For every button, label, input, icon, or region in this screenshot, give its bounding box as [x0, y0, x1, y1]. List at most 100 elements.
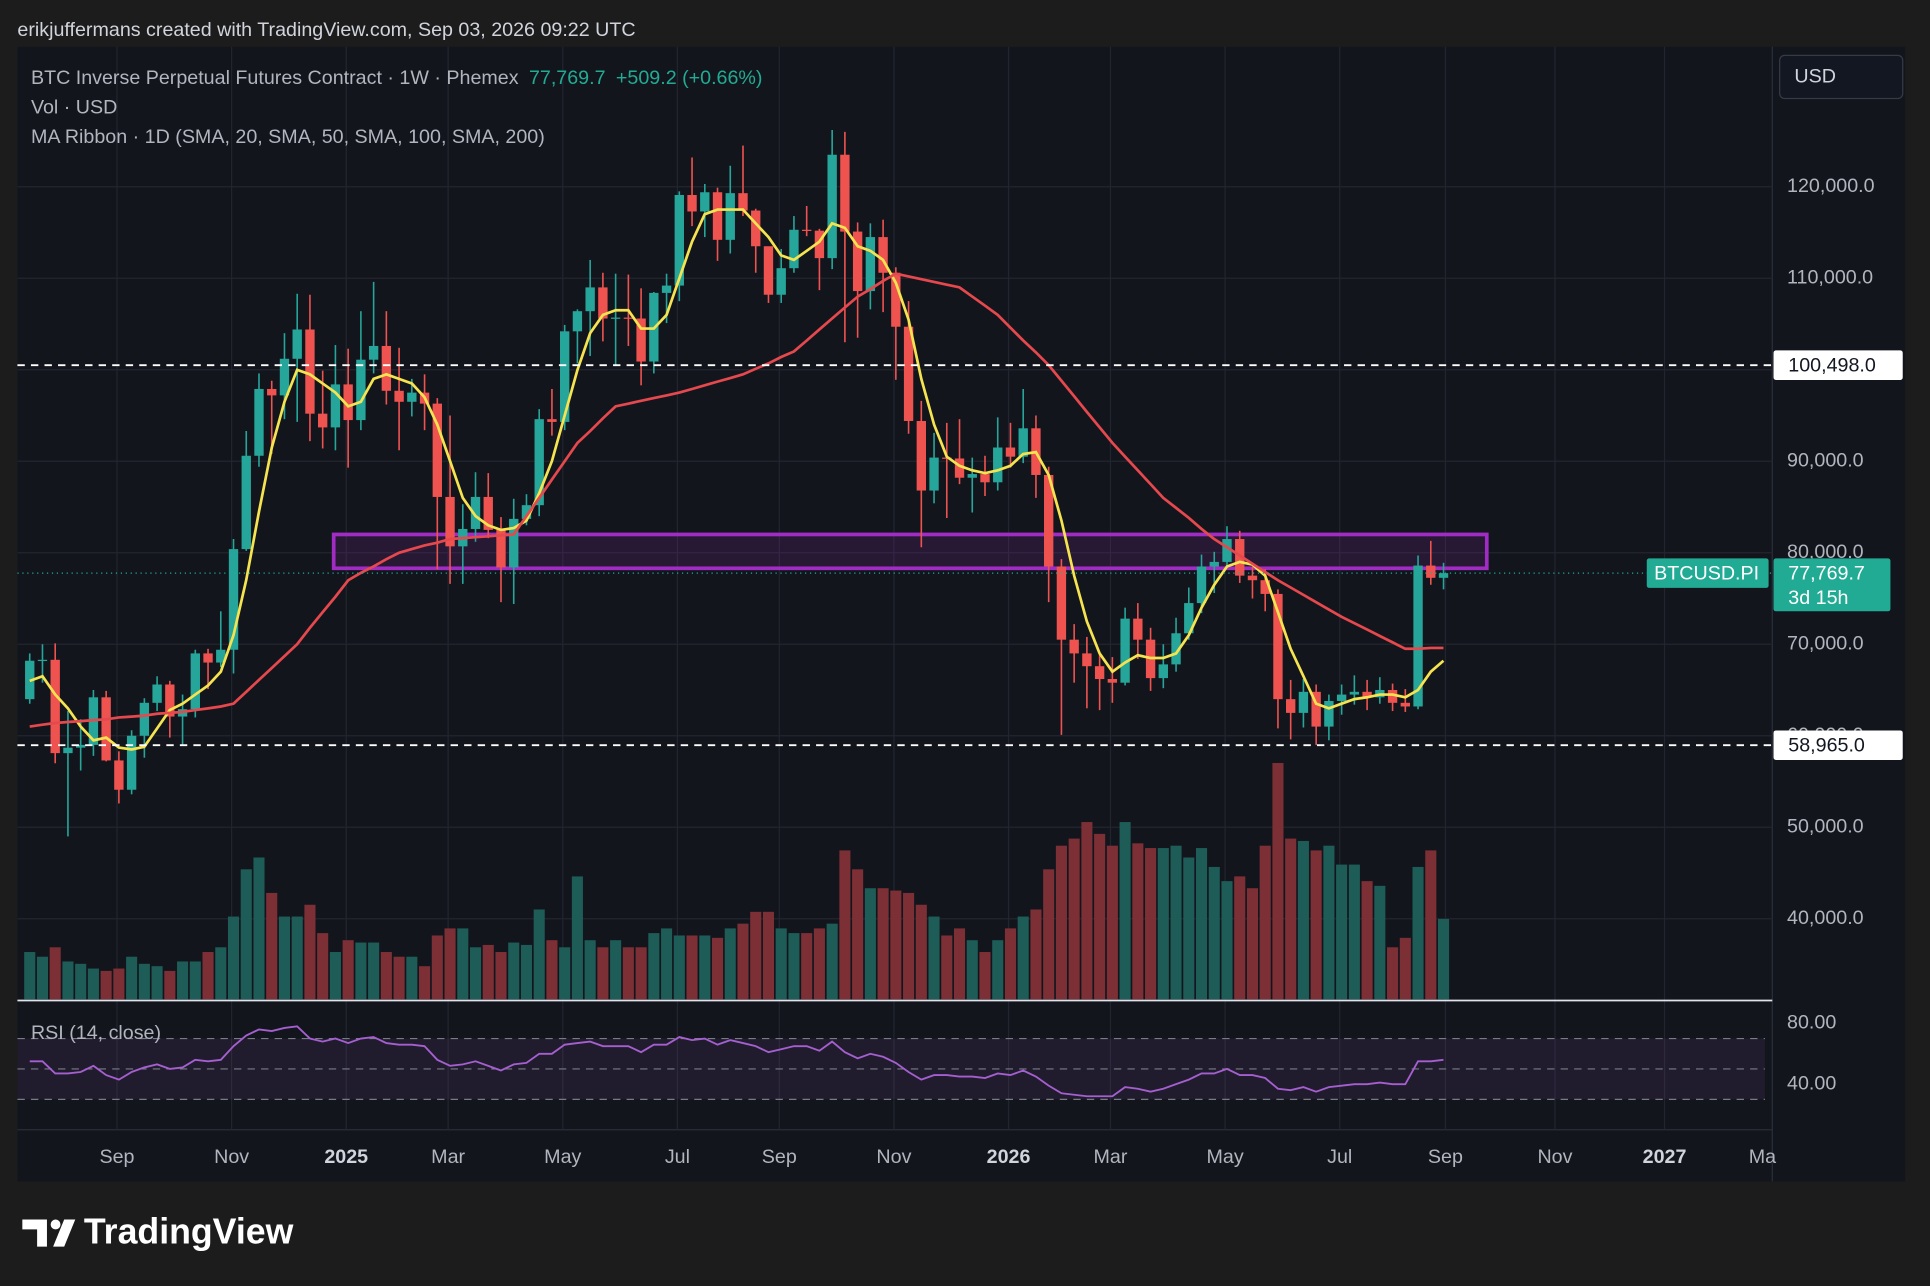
volume-bar — [100, 970, 112, 1000]
candle-body — [865, 237, 876, 292]
candle-body — [139, 702, 150, 736]
candle-body — [623, 317, 634, 319]
volume-bar — [393, 956, 405, 1000]
volume-bar — [1004, 928, 1017, 1000]
candle-body — [1107, 679, 1118, 683]
volume-bar — [1425, 850, 1437, 1000]
volume-bar — [1183, 857, 1195, 1000]
x-tick-label: May — [544, 1146, 581, 1168]
candle-body — [63, 747, 73, 754]
candle-body — [776, 268, 786, 295]
zone-box — [331, 532, 1489, 571]
candle-body — [394, 390, 404, 402]
candle-body — [1082, 653, 1092, 667]
symbol-tag — [1646, 558, 1769, 588]
volume-bar — [126, 956, 138, 1000]
volume-bar — [380, 952, 392, 1000]
candle-body — [1273, 593, 1283, 700]
volume-bar — [253, 857, 265, 1000]
candle-body — [496, 529, 506, 568]
volume-bar — [189, 961, 201, 1000]
volume-bar — [724, 928, 736, 1000]
currency-label[interactable]: USD — [1794, 66, 1836, 88]
volume-bar — [648, 933, 660, 1000]
watermark: erikjuffermans created with TradingView.… — [17, 19, 635, 41]
candle-body — [216, 649, 226, 663]
candle-body — [509, 518, 519, 568]
ma-line — [29, 208, 1445, 751]
volume-bar — [177, 961, 189, 1000]
candle-body — [254, 388, 264, 456]
volume-bar — [1348, 864, 1360, 1000]
volume-bar — [419, 966, 431, 1000]
candle-body — [993, 447, 1003, 483]
x-tick-label: Sep — [99, 1146, 134, 1168]
candle-body — [343, 384, 353, 421]
volume-bar — [1272, 762, 1284, 1000]
volume-bar — [1081, 822, 1093, 1000]
candle-body — [101, 697, 111, 761]
candle-body — [903, 326, 914, 421]
volume-bar — [1068, 838, 1080, 1000]
volume-bar — [1437, 918, 1450, 1000]
x-tick-label: Mar — [431, 1146, 465, 1168]
volume-bar — [36, 956, 49, 1000]
candle-body — [763, 246, 774, 295]
candle-body — [954, 458, 965, 478]
volume-bar — [673, 935, 685, 1000]
x-tick-label: 2025 — [324, 1146, 368, 1168]
candle-body — [75, 744, 86, 748]
volume-bar — [610, 940, 622, 1000]
candle-body — [37, 659, 48, 662]
candle-body — [1044, 474, 1054, 567]
candle-body — [1298, 691, 1309, 713]
candle-body — [292, 329, 302, 359]
candle-body — [165, 684, 175, 717]
candle-body — [916, 420, 926, 491]
candle-body — [1056, 566, 1067, 640]
volume-bar — [864, 888, 876, 1000]
volume-bar — [291, 916, 303, 1000]
volume-bar — [24, 952, 36, 1000]
candle-body — [725, 193, 735, 240]
volume-bar — [406, 956, 418, 1000]
volume-bar — [240, 869, 252, 1000]
volume-bar — [826, 923, 838, 1000]
volume-bar — [1234, 876, 1246, 1000]
candle-body — [190, 653, 200, 710]
volume-bar — [368, 942, 380, 1000]
last-price: 77,769.7 — [529, 67, 606, 89]
candle-body — [1324, 700, 1334, 727]
candle-body — [980, 474, 990, 483]
brand-name: TradingView — [84, 1212, 294, 1252]
candle-body — [687, 194, 697, 212]
x-tick-label: Jul — [665, 1146, 690, 1168]
candle-body — [114, 760, 124, 790]
candle-body — [1336, 694, 1347, 701]
candle-body — [330, 384, 341, 428]
volume-bar — [1208, 866, 1220, 1000]
volume-bar — [355, 942, 367, 1000]
volume-bar — [278, 916, 291, 1000]
volume-bar — [953, 928, 966, 1000]
symbol-tag-label: BTCUSD.PI — [1654, 563, 1759, 585]
candle-body — [241, 455, 251, 550]
brand-logo: TradingView — [22, 1212, 294, 1252]
volume-bar — [304, 904, 316, 1000]
x-tick-label: Nov — [1537, 1146, 1572, 1168]
volume-bar — [1132, 843, 1144, 1000]
price-line-tag — [1773, 730, 1903, 760]
x-tick-label: Mar — [1094, 1146, 1128, 1168]
candle-body — [1286, 699, 1296, 713]
volume-bar — [520, 944, 533, 1000]
ma-line — [29, 272, 1444, 728]
currency-button[interactable] — [1779, 54, 1904, 100]
candle-body — [547, 419, 557, 422]
volume-bar — [711, 937, 724, 1000]
volume-bar — [495, 952, 507, 1000]
candle-body — [1311, 691, 1321, 727]
volume-bar — [508, 942, 520, 1000]
candle-body — [432, 403, 442, 497]
volume-bar — [1170, 845, 1182, 1000]
